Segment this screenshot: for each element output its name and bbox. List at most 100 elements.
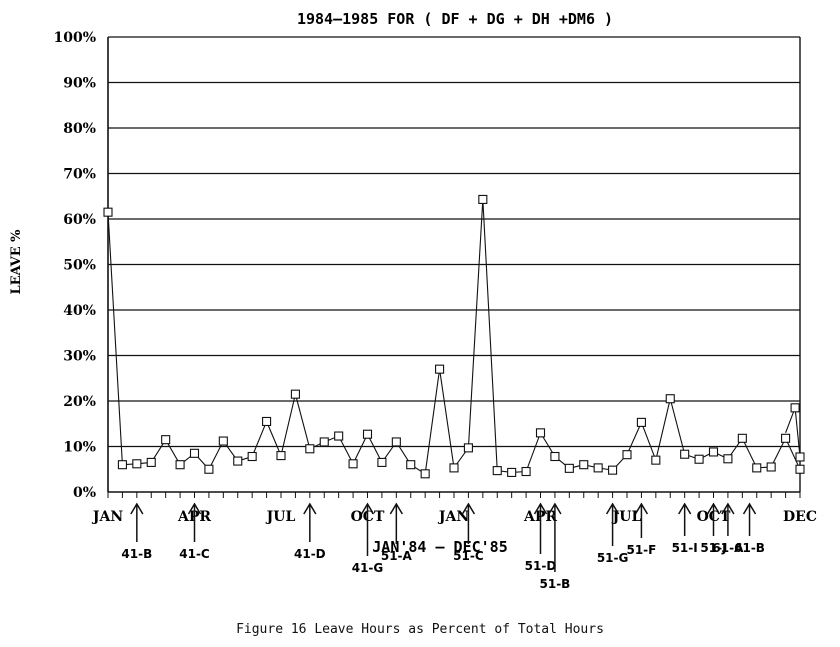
figure-caption: Figure 16 Leave Hours as Percent of Tota… [236,622,604,637]
data-point [535,428,546,438]
data-points [103,194,805,479]
data-point [790,403,800,413]
annotations: 41-B 41-C 41-D 41-G51-A 51-C 51-D 51-B 51-G51-F… [121,502,765,591]
annotation-label: 51-C [453,549,484,563]
annotation-arrowhead [303,502,317,515]
data-point [752,463,762,473]
data-point [175,460,185,470]
annotation-arrowhead [461,502,476,515]
leave-chart: 1984–1985 FOR ( DF + DG + DH +DM6 ) 0% 10… [9,10,817,591]
annotation-arrowhead [548,502,562,515]
data-point [103,207,113,217]
data-point [290,389,300,399]
data-point [781,433,791,443]
annotation-arrowhead [678,502,692,515]
x-axis-label: JAN'84 – DEC'85 [372,538,507,556]
annotation-arrowhead [634,502,649,515]
annotation-label: 51-J [700,541,726,555]
data-point [362,429,373,439]
y-tick-label: 30% [63,349,96,365]
data-point [348,459,358,469]
y-tick-label: 0% [73,485,96,501]
data-point [795,464,805,474]
data-point [117,460,127,470]
x-tick-label: JAN [437,509,469,525]
y-tick-label: 100% [53,30,96,46]
data-point [247,451,257,462]
data-point [478,194,488,204]
data-point [435,364,445,374]
annotation-arrowhead [742,502,757,515]
data-point [420,469,430,479]
data-point [608,465,618,475]
annotation-label: 41-B [121,547,152,561]
data-point [334,431,344,441]
y-tick-labels: 0% 10% 20% 30% 40% 50% 60% 70% 80% 90% 100% [53,30,96,501]
data-point [492,466,502,476]
data-point [262,416,272,427]
data-point [218,436,228,446]
y-tick-label: 90% [63,76,96,92]
series-line-tail [785,407,801,458]
annotation-label: 51-A [381,549,413,563]
annotation-label: 51-B [540,577,571,591]
data-point [233,456,243,466]
annotation-label: 41-G [352,561,384,575]
data-point [204,464,214,474]
data-point [550,451,560,462]
data-point [564,463,574,473]
y-tick-label: 80% [63,121,96,137]
gridlines [107,36,801,498]
annotation-label: 51-G [597,551,629,565]
series-line [107,199,801,475]
y-tick-label: 20% [63,394,96,410]
annotation-arrowhead [187,502,202,515]
x-tick-label: DEC [783,509,817,525]
data-point [377,457,387,467]
y-axis-label: LEAVE % [9,229,24,295]
y-tick-label: 40% [63,303,96,319]
data-point [161,435,171,445]
annotation-arrowhead [533,502,548,515]
data-point [622,450,632,460]
data-point [305,444,315,454]
y-tick-label: 60% [63,212,96,228]
data-point [463,443,473,453]
annotation-arrowhead [360,502,375,515]
data-point [795,452,805,462]
data-point [132,459,142,469]
data-point [189,448,200,458]
annotation-arrowhead [721,502,735,515]
data-point [406,460,416,470]
data-point [579,460,589,470]
data-point [449,463,459,473]
chart-title: 1984–1985 FOR ( DF + DG + DH +DM6 ) [297,10,613,28]
annotation-arrowhead [389,502,403,515]
annotation-label: 61-A [712,541,744,555]
x-tick-label: JUL [265,509,296,525]
annotation-label: 61-B [734,541,765,555]
y-tick-label: 50% [63,258,96,274]
data-point [146,457,156,467]
data-point [593,463,603,473]
annotation-arrowhead [706,502,721,515]
data-point [319,437,329,447]
data-point [276,451,286,461]
annotation-label: 41-D [294,547,326,561]
data-point [680,449,690,459]
annotation-arrowhead [130,502,144,515]
data-point [723,454,733,464]
data-point [737,433,747,443]
data-point [766,462,776,472]
y-tick-label: 10% [63,440,96,456]
annotation-arrowhead [605,502,620,515]
series-line-path [107,199,801,475]
data-point [391,437,401,447]
data-point [521,466,531,477]
annotation-label: 51-F [626,543,656,557]
data-point [507,467,517,477]
data-point [651,455,661,465]
data-point [694,454,704,464]
data-point [636,417,646,427]
x-tick-label: JAN [91,509,123,525]
